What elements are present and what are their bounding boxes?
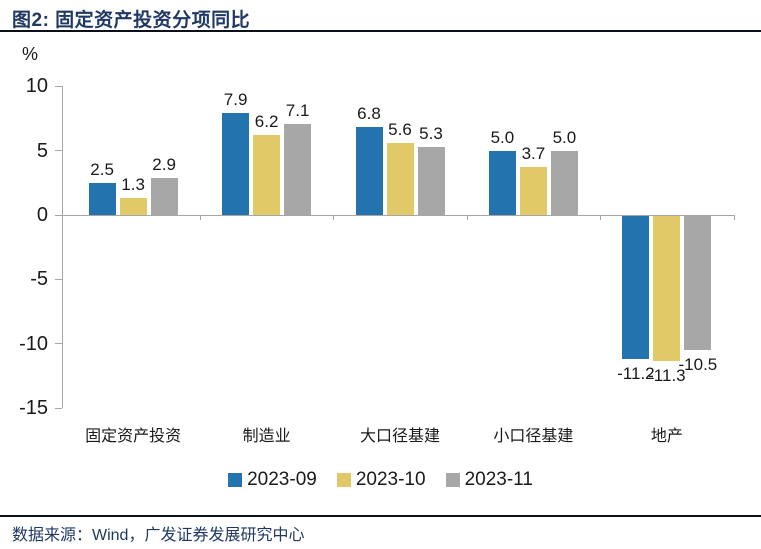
bar-value-label: 2.5	[90, 159, 114, 179]
bar-value-label: 6.2	[254, 112, 279, 132]
x-axis-line	[62, 214, 735, 216]
bar	[417, 146, 445, 215]
bar	[622, 215, 650, 360]
bar	[550, 150, 578, 215]
legend-swatch	[445, 473, 460, 487]
category-label: 制造业	[242, 428, 291, 445]
bar	[386, 142, 414, 215]
y-tick-label: -5	[30, 268, 48, 291]
bar-value-label: 3.7	[521, 144, 546, 164]
category-label: 大口径基建	[359, 428, 440, 445]
bar	[150, 177, 178, 215]
bar-value-label: 7.9	[223, 90, 248, 110]
bar	[653, 215, 681, 361]
bar-value-label: 7.1	[285, 100, 310, 120]
bar-value-label: 1.3	[121, 175, 145, 195]
figure-title: 图2: 固定资产投资分项同比	[12, 10, 251, 31]
y-tick-label: 5	[36, 139, 48, 162]
bar-value-label: 2.9	[152, 154, 176, 174]
category-label: 固定资产投资	[85, 428, 182, 445]
x-tick-mark	[600, 215, 602, 220]
y-tick-label: 10	[25, 75, 48, 98]
legend-swatch	[336, 473, 351, 487]
legend-label: 2023-10	[355, 469, 426, 490]
x-tick-mark	[466, 215, 468, 220]
y-tick-mark	[55, 214, 62, 216]
y-tick-label: 0	[36, 204, 48, 226]
bar-value-label: 5.0	[490, 127, 515, 147]
footer-divider-line	[0, 515, 761, 517]
bar-value-label: -11.3	[648, 365, 686, 385]
y-axis-unit-label: %	[22, 44, 39, 64]
legend-item: 2023-09	[228, 469, 317, 491]
bar-value-label: 6.8	[357, 104, 381, 124]
bar	[222, 113, 250, 215]
bar	[253, 135, 281, 215]
y-axis-line	[62, 86, 63, 409]
bar-value-label: -11.2	[617, 364, 655, 384]
chart-legend: 2023-09 2023-10 2023-11	[0, 468, 761, 492]
bar	[284, 123, 312, 215]
y-tick-mark	[55, 407, 62, 409]
bar-value-label: 5.3	[419, 123, 443, 143]
bar-value-label: 5.0	[552, 127, 577, 147]
bar	[684, 215, 712, 351]
y-tick-mark	[55, 85, 62, 87]
bar-value-label: -10.5	[678, 355, 718, 375]
y-tick-mark	[55, 150, 62, 152]
legend-swatch	[228, 473, 243, 487]
y-tick-label: -15	[19, 397, 48, 420]
bar	[488, 150, 516, 215]
y-tick-mark	[55, 343, 62, 345]
bar	[88, 182, 116, 215]
bar	[355, 127, 383, 215]
legend-item: 2023-11	[445, 469, 533, 491]
category-label: 小口径基建	[493, 428, 574, 445]
category-label: 地产	[650, 428, 683, 445]
x-tick-mark	[333, 215, 335, 220]
x-tick-mark	[199, 215, 201, 220]
title-divider-line	[0, 30, 761, 32]
bar-value-label: 5.6	[388, 119, 412, 139]
legend-label: 2023-11	[464, 469, 533, 490]
legend-label: 2023-09	[247, 469, 317, 490]
x-tick-mark	[733, 215, 735, 220]
bar	[519, 167, 547, 215]
bar	[119, 198, 147, 215]
y-tick-label: -10	[19, 332, 48, 355]
y-tick-mark	[55, 278, 62, 280]
data-source-note: 数据来源：Wind，广发证券发展研究中心	[12, 527, 305, 544]
legend-item: 2023-10	[336, 469, 426, 491]
